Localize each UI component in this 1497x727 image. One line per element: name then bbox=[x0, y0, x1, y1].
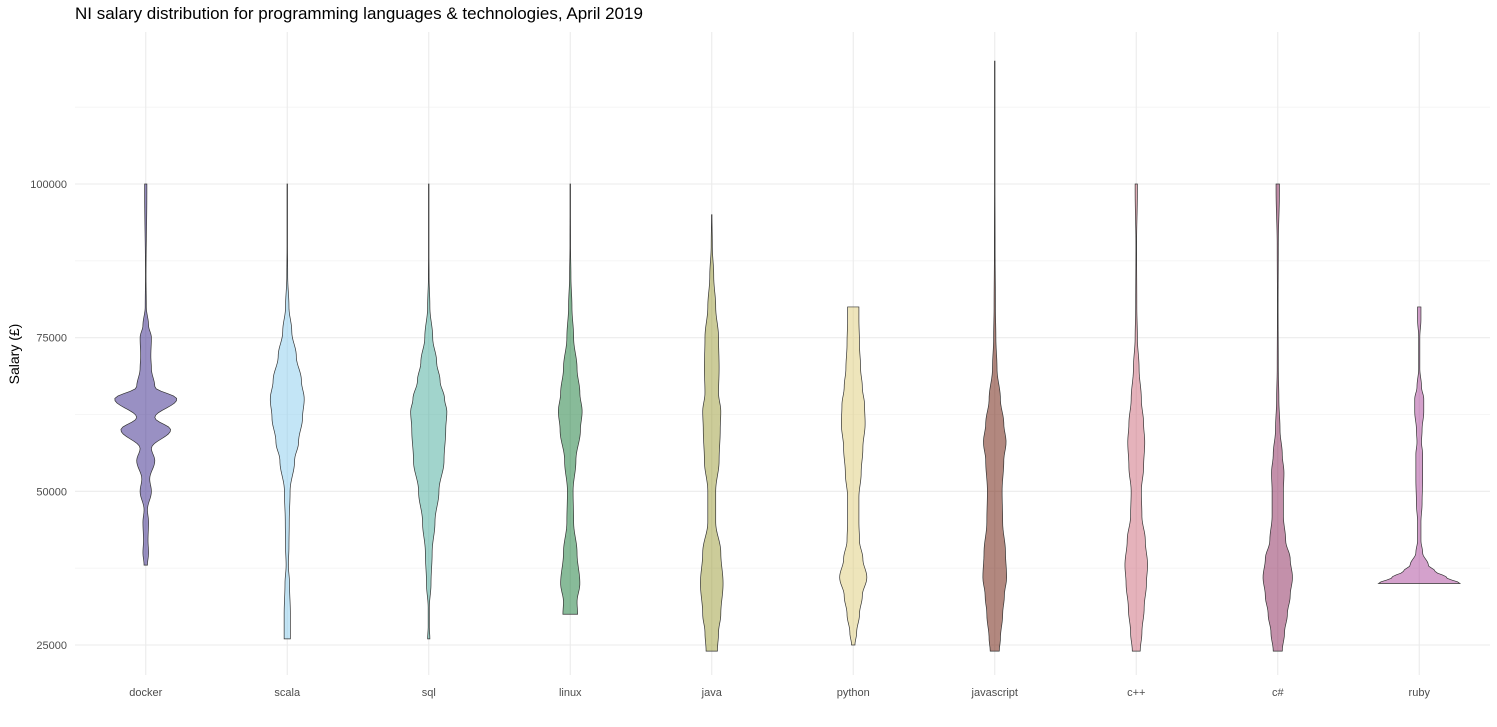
violin-python-5 bbox=[839, 306, 868, 646]
x-tick-label: docker bbox=[129, 687, 162, 699]
violin-sql-2 bbox=[410, 183, 448, 640]
y-axis-title: Salary (£) bbox=[6, 324, 22, 385]
violin-linux-3 bbox=[558, 183, 583, 615]
x-tick-labels: docker scala sql linux java python javascript c… bbox=[129, 687, 1430, 699]
violin-c-8 bbox=[1262, 183, 1293, 652]
x-tick-label: python bbox=[837, 687, 870, 699]
violin-c-7 bbox=[1124, 183, 1148, 652]
violin-docker-0 bbox=[114, 183, 178, 566]
violin-ruby-9 bbox=[1377, 306, 1462, 584]
x-tick-label: sql bbox=[422, 687, 436, 699]
violin-scala-1 bbox=[269, 183, 305, 640]
violin-java-4 bbox=[700, 214, 724, 652]
violin-javascript-6 bbox=[982, 60, 1007, 652]
chart-title: NI salary distribution for programming l… bbox=[75, 4, 643, 23]
y-tick-label: 25000 bbox=[36, 640, 67, 652]
violins bbox=[114, 60, 1462, 652]
x-tick-label: c# bbox=[1272, 687, 1285, 699]
y-tick-label: 75000 bbox=[36, 333, 67, 345]
y-tick-label: 100000 bbox=[30, 179, 67, 191]
x-tick-label: java bbox=[701, 687, 723, 699]
x-tick-label: linux bbox=[559, 687, 582, 699]
x-tick-label: javascript bbox=[971, 687, 1018, 699]
x-tick-label: scala bbox=[274, 687, 301, 699]
x-tick-label: ruby bbox=[1409, 687, 1431, 699]
y-tick-labels: 25000 50000 75000 100000 bbox=[30, 179, 67, 652]
x-tick-label: c++ bbox=[1127, 687, 1145, 699]
y-tick-label: 50000 bbox=[36, 486, 67, 498]
